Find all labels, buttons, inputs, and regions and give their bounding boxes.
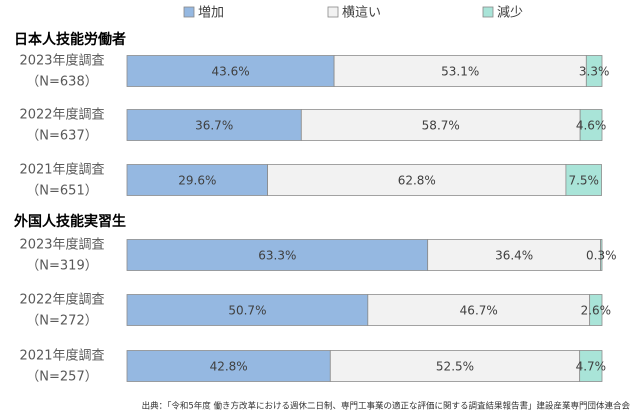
value-label: 58.7%: [422, 119, 460, 133]
value-label: 43.6%: [211, 65, 249, 79]
bar-segment: [126, 164, 269, 196]
value-label: 36.7%: [195, 119, 233, 133]
value-label: 7.5%: [568, 174, 599, 188]
bar-segment: [267, 164, 567, 196]
category-label: （N=272）: [26, 314, 97, 329]
bar-segment: [589, 294, 603, 326]
bar-segment: [565, 164, 602, 196]
bar-segment: [126, 239, 429, 271]
value-label: 0.3%: [586, 249, 617, 263]
bar-segment: [585, 55, 603, 87]
value-label: 36.4%: [495, 249, 533, 263]
category-label: （N=638）: [26, 75, 97, 90]
value-label: 62.8%: [398, 174, 436, 188]
value-label: 4.6%: [576, 119, 607, 133]
bar-segment: [126, 109, 302, 141]
bar-segment: [579, 109, 603, 141]
legend-swatch: [327, 6, 339, 18]
bar-segment: [126, 55, 335, 87]
value-label: 29.6%: [178, 174, 216, 188]
value-label: 4.7%: [576, 360, 607, 374]
legend-label: 横這い: [342, 5, 381, 21]
bar-segment: [367, 294, 591, 326]
bar-segment: [579, 350, 603, 382]
source-note: 出典：「令和5年度 働き方改革における週休二日制、専門工事業の適正な評価に関する…: [142, 401, 631, 412]
legend-swatch: [482, 6, 494, 18]
category-label: （N=637）: [26, 129, 97, 144]
bar-segment: [333, 55, 587, 87]
bar-segment: [126, 350, 331, 382]
group-title: 外国人技能実習生: [14, 213, 126, 230]
bar-segment: [600, 239, 603, 271]
value-label: 2.6%: [581, 304, 612, 318]
category-label: （N=257）: [26, 370, 97, 385]
category-label: 2022年度調査: [19, 107, 104, 123]
category-label: 2021年度調査: [19, 162, 104, 178]
category-label: 2023年度調査: [19, 237, 104, 253]
category-label: （N=651）: [26, 184, 97, 199]
value-label: 3.3%: [579, 65, 610, 79]
value-label: 46.7%: [460, 304, 498, 318]
value-label: 53.1%: [441, 65, 479, 79]
value-label: 52.5%: [436, 360, 474, 374]
bar-segment: [126, 294, 369, 326]
category-label: （N=319）: [26, 259, 97, 274]
bar-segment: [427, 239, 601, 271]
value-label: 42.8%: [210, 360, 248, 374]
legend-label: 増加: [198, 6, 224, 21]
category-label: 2022年度調査: [19, 292, 104, 308]
legend-label: 減少: [497, 5, 523, 21]
legend-swatch: [183, 6, 195, 18]
category-label: 2021年度調査: [19, 348, 104, 364]
bar-segment: [329, 350, 581, 382]
category-label: 2023年度調査: [19, 53, 104, 69]
value-label: 63.3%: [258, 249, 296, 263]
bar-segment: [300, 109, 581, 141]
value-label: 50.7%: [228, 304, 266, 318]
group-title: 日本人技能労働者: [14, 31, 126, 48]
